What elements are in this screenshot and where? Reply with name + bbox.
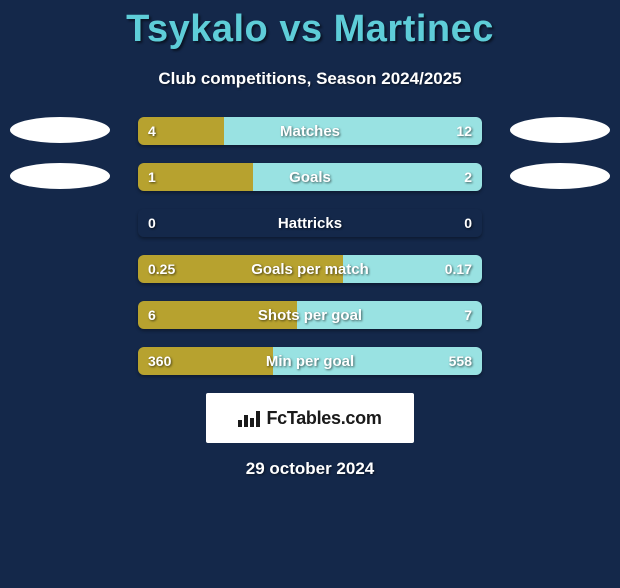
subtitle: Club competitions, Season 2024/2025 xyxy=(0,69,620,89)
stat-row: 412Matches xyxy=(138,117,482,145)
stat-bar-right xyxy=(343,255,482,283)
stat-bar-right xyxy=(273,347,482,375)
stat-bar-left xyxy=(138,347,273,375)
brand-chart-icon xyxy=(238,409,260,427)
stat-bar-right xyxy=(297,301,482,329)
comparison-stage: 412Matches 12Goals 0 0Hattricks 0.250.17Goal… xyxy=(0,117,620,375)
stat-row: 12Goals xyxy=(138,163,482,191)
stat-bar-right xyxy=(224,117,482,145)
stat-row: 0 0Hattricks xyxy=(138,209,482,237)
stat-bar-right xyxy=(253,163,482,191)
team-logo-right-2 xyxy=(510,163,610,189)
brand-box: FcTables.com xyxy=(206,393,414,443)
stat-row: 67Shots per goal xyxy=(138,301,482,329)
stat-bar-left xyxy=(138,301,297,329)
page-title: Tsykalo vs Martinec xyxy=(0,8,620,51)
date-label: 29 october 2024 xyxy=(0,459,620,479)
stat-row: 0.250.17Goals per match xyxy=(138,255,482,283)
team-logo-left-1 xyxy=(10,117,110,143)
stat-bar-left xyxy=(138,163,253,191)
team-logo-right-1 xyxy=(510,117,610,143)
stat-label: Hattricks xyxy=(138,209,482,237)
comparison-bars: 412Matches 12Goals 0 0Hattricks 0.250.17Goal… xyxy=(138,117,482,375)
stat-value-right: 0 xyxy=(464,209,472,237)
brand-text: FcTables.com xyxy=(266,408,381,429)
stat-value-left: 0 xyxy=(148,209,156,237)
stat-row: 360558Min per goal xyxy=(138,347,482,375)
stat-bar-left xyxy=(138,117,224,145)
stat-bar-left xyxy=(138,255,343,283)
team-logo-left-2 xyxy=(10,163,110,189)
